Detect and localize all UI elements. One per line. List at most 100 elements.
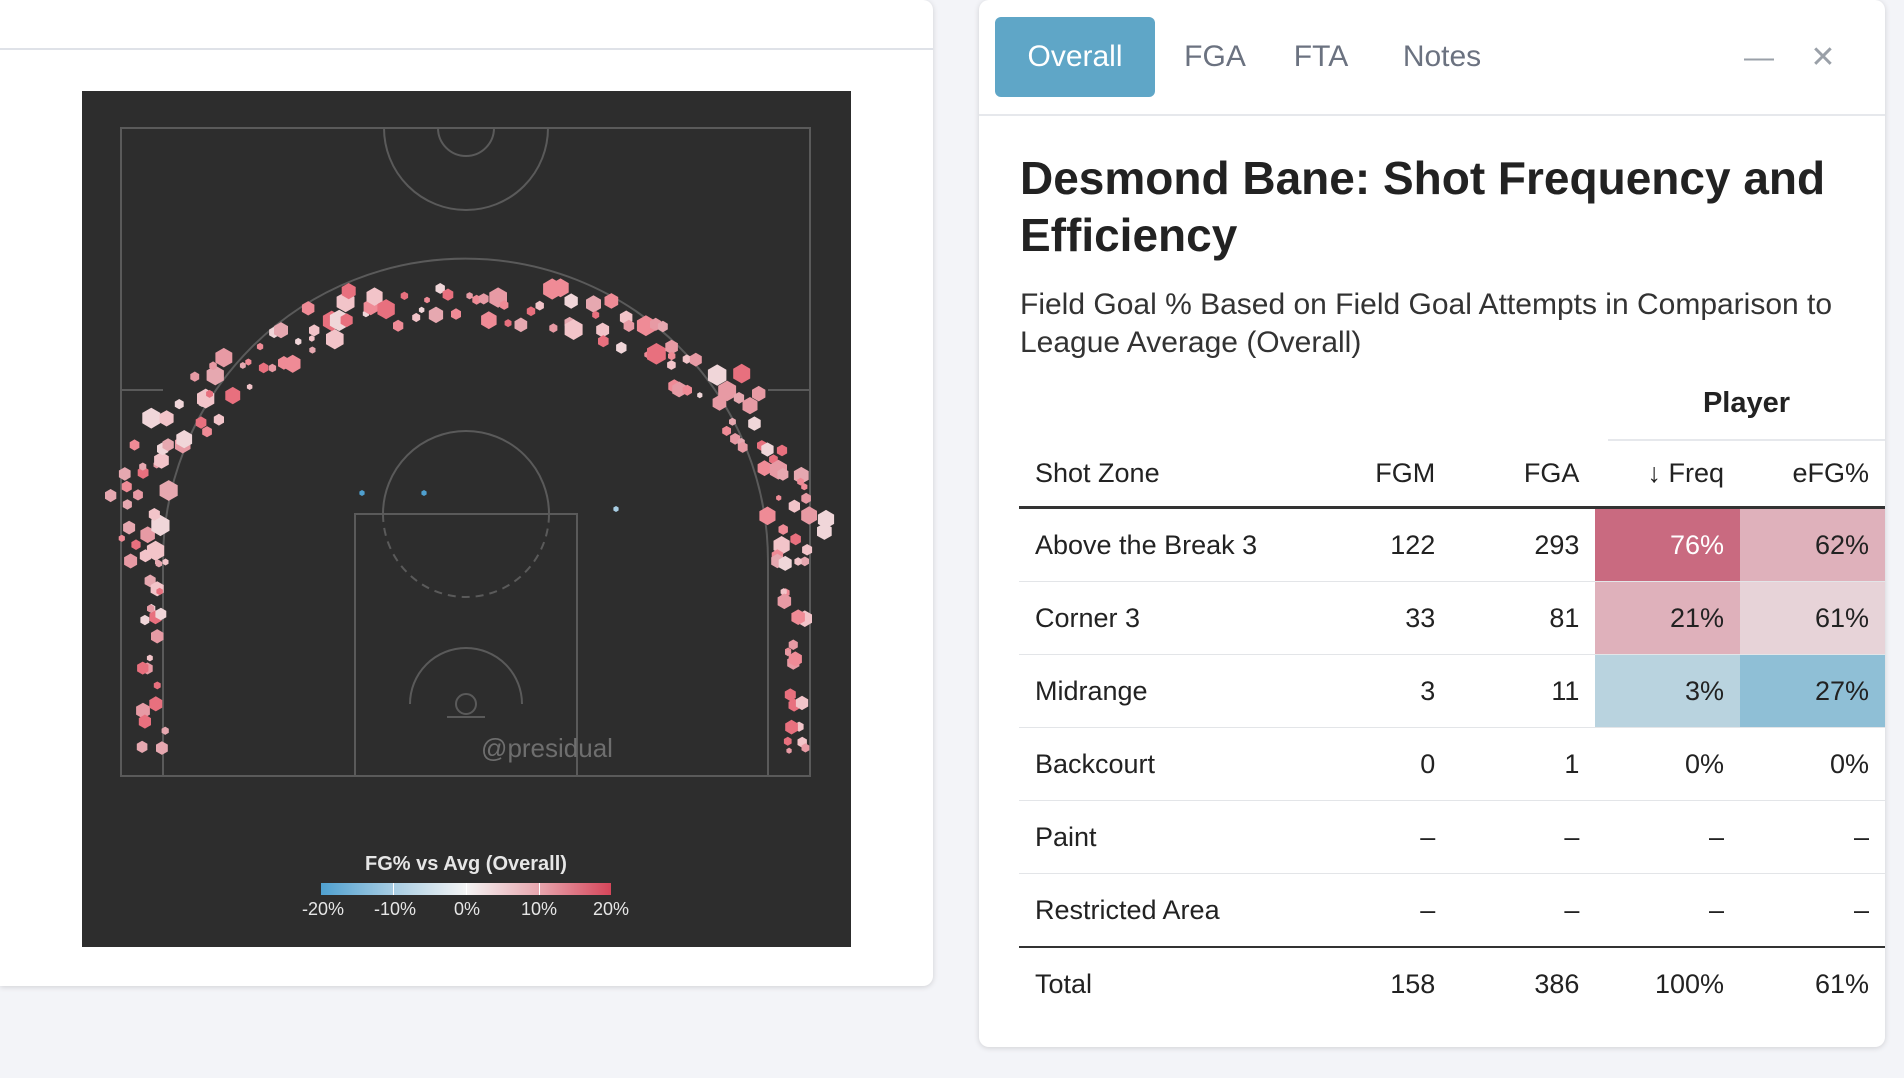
legend-label-pos10: 10% (520, 899, 558, 919)
shot-hex (801, 483, 808, 491)
shot-hex (341, 283, 356, 300)
shot-hex (366, 287, 383, 306)
shot-hex (258, 362, 269, 374)
shot-hex (268, 363, 277, 373)
efg-cell: – (1740, 800, 1885, 874)
efg-cell: 61% (1740, 581, 1885, 655)
shot-hex (122, 499, 132, 510)
zone-cell: Restricted Area (1019, 873, 1307, 948)
col-fgm[interactable]: FGM (1306, 440, 1452, 509)
shot-hex (783, 736, 792, 746)
efg-cell: 0% (1740, 727, 1885, 801)
close-icon[interactable]: ✕ (1810, 41, 1836, 74)
table-total-row: Total 158 386 100% 61% (1019, 946, 1885, 1020)
shot-hex (564, 319, 583, 340)
shot-hex (592, 310, 600, 319)
shot-hex (274, 322, 288, 339)
legend-tick (393, 883, 394, 895)
shot-hex (682, 354, 691, 364)
shot-hex (596, 322, 610, 338)
shot-hex (146, 540, 165, 561)
fgm-cell: – (1306, 873, 1452, 948)
shot-hex (206, 389, 213, 398)
shot-hex (239, 362, 246, 369)
zone-cell: Backcourt (1019, 727, 1307, 801)
shot-hex (785, 719, 798, 735)
tab-overall[interactable]: Overall (995, 17, 1155, 97)
freq-cell: – (1595, 800, 1741, 874)
shot-hex (667, 360, 676, 370)
shot-hex (788, 499, 800, 513)
shot-hex (777, 468, 789, 481)
shot-hex (733, 363, 751, 384)
minus-icon[interactable]: — (1744, 41, 1774, 74)
shot-hex (133, 489, 143, 501)
efg-cell: 62% (1740, 507, 1885, 582)
shot-hex (616, 341, 627, 354)
col-freq[interactable]: ↓ Freq (1595, 440, 1741, 509)
shot-hex (481, 311, 497, 330)
shot-hex (256, 342, 264, 351)
shot-hex (733, 392, 745, 404)
shot-hex (340, 313, 353, 328)
shot-hex (718, 380, 737, 402)
tab-notes[interactable]: Notes (1402, 40, 1482, 73)
shot-hex (123, 520, 136, 535)
shot-hex (162, 438, 174, 452)
shot-hex (393, 319, 404, 332)
freq-cell: 3% (1595, 654, 1741, 728)
shot-hex (377, 299, 395, 320)
shot-hex (801, 492, 811, 504)
page-title: Desmond Bane: Shot Frequency and Efficie… (1020, 152, 1826, 261)
shot-hex (598, 335, 609, 348)
col-shot-zone[interactable]: Shot Zone (1019, 440, 1307, 509)
efg-cell: – (1740, 873, 1885, 948)
tab-fga[interactable]: FGA (1184, 40, 1246, 73)
restricted-arc (409, 647, 523, 705)
legend-label-pos20: 20% (592, 899, 630, 919)
shot-hex (418, 306, 425, 314)
shot-hex (785, 649, 791, 657)
shot-hex (149, 696, 163, 712)
shot-hex (176, 430, 193, 449)
zone-cell: Paint (1019, 800, 1307, 874)
center-circle-inner (437, 127, 495, 157)
shot-hex (759, 506, 776, 526)
shot-hex (139, 462, 147, 471)
efg-cell: 61% (1740, 946, 1885, 1020)
col-fga[interactable]: FGA (1451, 440, 1596, 509)
fga-cell: – (1451, 800, 1596, 874)
shot-hex (246, 383, 253, 390)
shot-hex (136, 702, 150, 719)
col-efg[interactable]: eFG% (1740, 440, 1885, 509)
shot-hex (118, 467, 131, 481)
shot-chart-card: @presidual FG% vs Avg (Overall) -20% -10… (0, 0, 933, 986)
shot-hex (797, 477, 804, 486)
shot-hex (689, 352, 702, 367)
shot-hex (466, 292, 473, 300)
shot-hex (225, 386, 241, 405)
hexbin-layer (105, 278, 835, 755)
fgm-cell: 122 (1306, 507, 1452, 582)
free-throw-circle-top (382, 430, 550, 515)
zone-cell: Total (1019, 946, 1307, 1020)
shot-hex (400, 291, 409, 300)
shot-hex (657, 320, 668, 333)
tab-fta[interactable]: FTA (1293, 40, 1349, 73)
shot-zone-table: Shot Zone FGM FGA ↓ Freq eFG% Above the … (1019, 440, 1885, 1020)
shot-hex (748, 416, 761, 431)
center-circle-outer (383, 127, 549, 211)
free-throw-circle-bottom (382, 513, 550, 598)
fga-cell: 293 (1451, 507, 1596, 582)
fgm-cell: – (1306, 800, 1452, 874)
fga-cell: 81 (1451, 581, 1596, 655)
rim (455, 693, 477, 715)
shot-hex (309, 324, 320, 337)
shot-hex (155, 607, 167, 621)
shot-hex (761, 442, 774, 457)
table-header-row: Shot Zone FGM FGA ↓ Freq eFG% (1019, 440, 1885, 509)
legend-tick (539, 883, 540, 895)
shot-hex (153, 681, 161, 690)
shot-hex (647, 343, 666, 365)
legend-label-neg10: -10% (373, 899, 417, 919)
